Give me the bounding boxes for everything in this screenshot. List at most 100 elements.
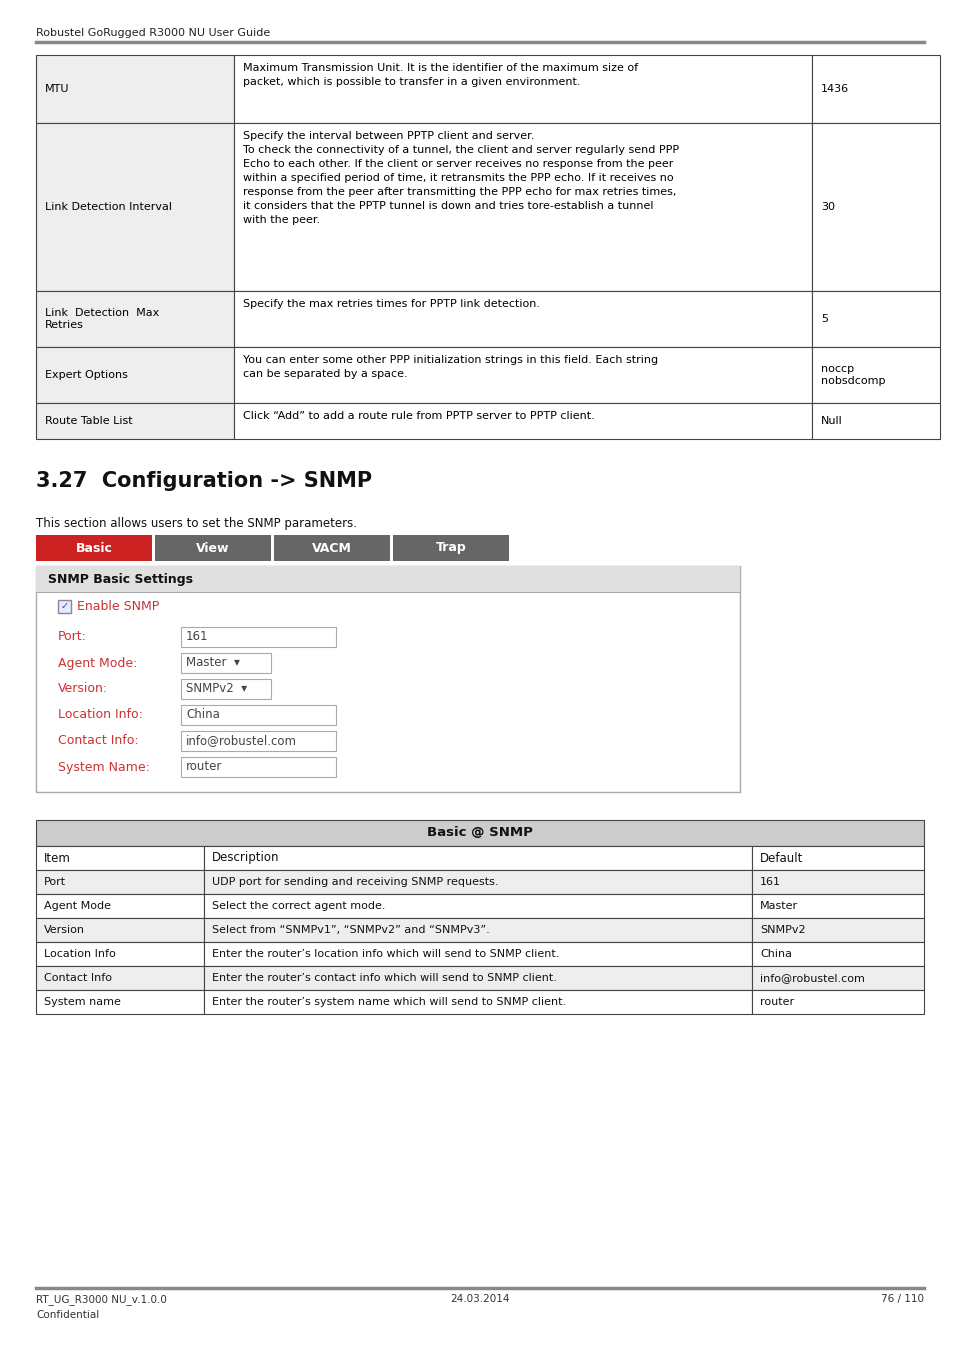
Text: 24.03.2014: 24.03.2014 [450, 1295, 509, 1304]
Bar [811, 292, 939, 347]
Bar [274, 535, 390, 562]
Bar [204, 846, 751, 869]
Text: China: China [186, 709, 219, 721]
Text: Default: Default [760, 852, 802, 864]
Bar [811, 55, 939, 123]
Text: router: router [760, 998, 794, 1007]
Bar [36, 846, 204, 869]
Text: Maximum Transmission Unit. It is the identifier of the maximum size of
packet, w: Maximum Transmission Unit. It is the ide… [243, 63, 638, 86]
Bar [233, 347, 811, 404]
Text: System Name:: System Name: [58, 760, 150, 774]
Bar [36, 819, 923, 846]
Text: Contact Info:: Contact Info: [58, 734, 138, 748]
Bar [181, 679, 271, 699]
Bar [36, 123, 233, 292]
Bar [751, 846, 923, 869]
Text: info@robustel.com: info@robustel.com [186, 734, 296, 748]
Text: Enter the router’s contact info which will send to SNMP client.: Enter the router’s contact info which wi… [212, 973, 557, 983]
Text: SNMPv2: SNMPv2 [760, 925, 805, 936]
Text: ✓: ✓ [60, 601, 69, 612]
Bar [58, 599, 71, 613]
Text: View: View [196, 541, 230, 555]
Bar [233, 292, 811, 347]
Text: Agent Mode: Agent Mode [44, 900, 111, 911]
Text: VACM: VACM [312, 541, 352, 555]
Bar [751, 894, 923, 918]
Text: Port:: Port: [58, 630, 87, 644]
Text: This section allows users to set the SNMP parameters.: This section allows users to set the SNM… [36, 517, 356, 531]
Bar [204, 894, 751, 918]
Text: SNMPv2  ▾: SNMPv2 ▾ [186, 683, 247, 695]
Text: SNMP Basic Settings: SNMP Basic Settings [48, 572, 193, 586]
Text: 161: 161 [760, 878, 781, 887]
Text: Enter the router’s location info which will send to SNMP client.: Enter the router’s location info which w… [212, 949, 558, 958]
Bar [36, 566, 740, 792]
Bar [36, 292, 233, 347]
Bar [36, 55, 233, 123]
Text: Trap: Trap [436, 541, 466, 555]
Bar [154, 535, 271, 562]
Text: Contact Info: Contact Info [44, 973, 112, 983]
Text: Port: Port [44, 878, 66, 887]
Bar [36, 990, 204, 1014]
Bar [233, 404, 811, 439]
Text: System name: System name [44, 998, 121, 1007]
Text: 1436: 1436 [821, 84, 848, 95]
Text: Location Info:: Location Info: [58, 709, 143, 721]
Text: 5: 5 [821, 315, 827, 324]
Text: You can enter some other PPP initialization strings in this field. Each string
c: You can enter some other PPP initializat… [243, 355, 658, 379]
Text: Route Table List: Route Table List [45, 416, 132, 427]
Text: RT_UG_R3000 NU_v.1.0.0
Confidential: RT_UG_R3000 NU_v.1.0.0 Confidential [36, 1295, 167, 1320]
Bar [36, 869, 204, 894]
Text: 3.27  Configuration -> SNMP: 3.27 Configuration -> SNMP [36, 471, 372, 491]
Text: 161: 161 [186, 630, 209, 644]
Text: UDP port for sending and receiving SNMP requests.: UDP port for sending and receiving SNMP … [212, 878, 498, 887]
Text: Agent Mode:: Agent Mode: [58, 656, 137, 670]
Text: MTU: MTU [45, 84, 70, 95]
Bar [393, 535, 509, 562]
Bar [204, 918, 751, 942]
Text: Description: Description [212, 852, 279, 864]
Text: Select the correct agent mode.: Select the correct agent mode. [212, 900, 385, 911]
Bar [36, 535, 152, 562]
Text: router: router [186, 760, 222, 774]
Text: Null: Null [821, 416, 841, 427]
Text: China: China [760, 949, 791, 958]
Bar [751, 918, 923, 942]
Bar [181, 757, 335, 778]
Bar [36, 967, 204, 990]
Text: Basic @ SNMP: Basic @ SNMP [427, 826, 533, 840]
Bar [36, 894, 204, 918]
Bar [811, 347, 939, 404]
Bar [204, 990, 751, 1014]
Bar [181, 626, 335, 647]
Text: Item: Item [44, 852, 71, 864]
Text: Expert Options: Expert Options [45, 370, 128, 379]
Text: noccp
nobsdcomp: noccp nobsdcomp [821, 364, 884, 386]
Bar [811, 123, 939, 292]
Text: Specify the interval between PPTP client and server.
To check the connectivity o: Specify the interval between PPTP client… [243, 131, 679, 225]
Text: Location Info: Location Info [44, 949, 115, 958]
Bar [181, 653, 271, 674]
Text: Enable SNMP: Enable SNMP [77, 599, 159, 613]
Text: Master: Master [760, 900, 798, 911]
Bar [36, 942, 204, 967]
Bar [811, 404, 939, 439]
Bar [233, 123, 811, 292]
Bar [751, 990, 923, 1014]
Text: Link  Detection  Max
Retries: Link Detection Max Retries [45, 308, 159, 329]
Bar [751, 942, 923, 967]
Bar [204, 967, 751, 990]
Text: Specify the max retries times for PPTP link detection.: Specify the max retries times for PPTP l… [243, 298, 539, 309]
Text: info@robustel.com: info@robustel.com [760, 973, 864, 983]
Text: Enter the router’s system name which will send to SNMP client.: Enter the router’s system name which wil… [212, 998, 565, 1007]
Text: Basic: Basic [75, 541, 112, 555]
Bar [36, 918, 204, 942]
Bar [204, 869, 751, 894]
Bar [751, 967, 923, 990]
Text: Link Detection Interval: Link Detection Interval [45, 202, 172, 212]
Bar [181, 730, 335, 751]
Text: Robustel GoRugged R3000 NU User Guide: Robustel GoRugged R3000 NU User Guide [36, 28, 270, 38]
Text: Version:: Version: [58, 683, 108, 695]
Bar [36, 347, 233, 404]
